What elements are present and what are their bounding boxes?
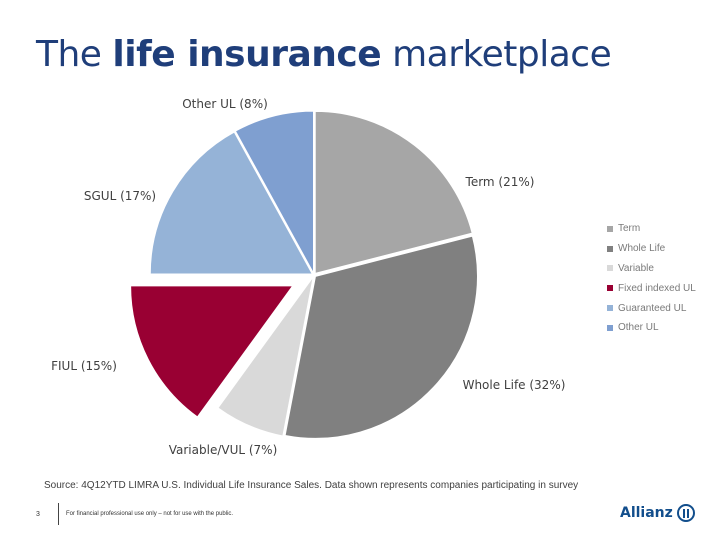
legend-swatch xyxy=(607,285,613,292)
legend-label: Variable xyxy=(618,262,654,274)
legend-item-whole-life: Whole Life xyxy=(607,239,696,259)
pie-slice-other-ul xyxy=(234,110,315,274)
legend-swatch xyxy=(607,324,613,331)
data-label-whole-life: Whole Life (32%) xyxy=(463,378,566,392)
legend-label: Fixed indexed UL xyxy=(618,282,696,294)
legend-swatch xyxy=(607,225,613,232)
legend-item-variable: Variable xyxy=(607,259,696,279)
logo-text: Allianz xyxy=(620,505,673,521)
pie-slice-guaranteed-ul xyxy=(149,131,314,275)
legend-label: Guaranteed UL xyxy=(618,302,687,314)
legend-swatch xyxy=(607,305,613,312)
data-label-fixed-indexed-ul: FIUL (15%) xyxy=(51,359,117,373)
data-label-variable: Variable/VUL (7%) xyxy=(169,443,278,457)
pie-chart: Term (21%) Whole Life (32%) Variable/VUL (… xyxy=(51,97,566,457)
data-label-term: Term (21%) xyxy=(465,175,535,189)
page-number: 3 xyxy=(36,511,40,518)
pie-slice-variable xyxy=(217,276,314,437)
data-label-guaranteed-ul: SGUL (17%) xyxy=(84,189,156,203)
legend-item-guaranteed-ul: Guaranteed UL xyxy=(607,298,696,318)
allianz-emblem-icon xyxy=(676,504,695,522)
allianz-logo: Allianz xyxy=(620,504,695,522)
data-label-other-ul: Other UL (8%) xyxy=(182,97,268,111)
source-note: Source: 4Q12YTD LIMRA U.S. Individual Li… xyxy=(44,480,579,491)
legend-label: Whole Life xyxy=(618,243,666,255)
pie-slice-whole-life xyxy=(284,235,478,439)
chart-legend: Term Whole Life Variable Fixed indexed UL Gu… xyxy=(607,219,696,338)
legend-item-term: Term xyxy=(607,219,696,239)
legend-item-other-ul: Other UL xyxy=(607,318,696,338)
legend-label: Other UL xyxy=(618,322,659,334)
pie-slice-term xyxy=(314,110,473,275)
legend-item-fixed-indexed-ul: Fixed indexed UL xyxy=(607,278,696,298)
page-title: The life insurance marketplace xyxy=(36,34,612,75)
footer-divider xyxy=(58,503,59,525)
footer-disclaimer: For financial professional use only – no… xyxy=(66,511,234,517)
pie-slice-fixed-indexed-ul xyxy=(130,285,294,418)
legend-swatch xyxy=(607,245,613,252)
legend-label: Term xyxy=(618,223,641,235)
legend-swatch xyxy=(607,265,613,272)
